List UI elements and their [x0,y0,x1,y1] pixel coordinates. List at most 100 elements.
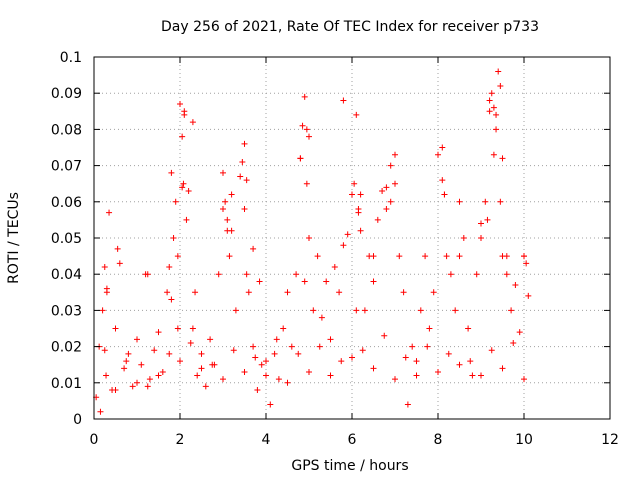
data-point [508,307,515,314]
data-point [344,231,351,238]
data-point [357,227,364,234]
data-point [237,173,244,180]
data-point [129,383,136,390]
data-point [116,260,123,267]
data-point [144,271,151,278]
data-point [370,278,377,285]
data-point [103,372,110,379]
data-point [112,325,119,332]
data-point [409,343,416,350]
data-point [155,329,162,336]
data-point [207,336,214,343]
data-point [151,347,158,354]
data-point [303,180,310,187]
data-point [243,271,250,278]
data-point [370,365,377,372]
data-point [271,350,278,357]
data-point [181,108,188,115]
data-point [252,354,259,361]
x-tick-label: 2 [176,432,185,448]
data-point [241,368,248,375]
data-point [381,332,388,339]
data-point [303,126,310,133]
data-point [400,289,407,296]
data-point [241,140,248,147]
data-point [497,82,504,89]
y-tick-label: 0.04 [51,267,82,283]
x-tick-label: 0 [90,432,99,448]
data-point [370,253,377,260]
y-tick-label: 0.08 [51,122,82,138]
data-point [439,177,446,184]
data-point [168,169,175,176]
data-point [521,253,527,260]
data-point [189,119,196,126]
data-point [495,68,502,75]
data-point [456,361,463,368]
data-point [306,235,312,241]
data-point [179,184,186,191]
data-point [473,271,480,278]
data-point [232,307,239,314]
x-tick-labels: 0 2 4 6 8 10 12 [90,432,619,448]
data-point [478,235,484,241]
axis-ticks [93,56,611,420]
data-point [353,307,360,314]
data-point [430,289,437,296]
data-point [331,263,338,270]
data-point [456,253,463,260]
data-point [484,216,491,223]
data-point [359,347,366,354]
data-point [159,368,166,375]
data-point [497,198,504,205]
data-point [392,180,398,187]
data-point [103,289,110,296]
data-point [327,372,334,379]
y-tick-label: 0.01 [51,376,82,392]
data-point [187,339,194,346]
data-point [209,361,216,368]
data-point [254,387,261,394]
data-point [443,253,450,260]
data-point [273,336,280,343]
data-point [516,329,523,336]
x-tick-label: 4 [262,432,271,448]
data-point [510,339,517,346]
data-point [192,289,199,296]
data-point [106,209,113,216]
data-point [288,343,295,350]
data-point [349,191,355,198]
data-point [170,235,177,241]
data-point [99,307,106,314]
data-point [166,263,173,270]
data-point [258,361,265,368]
y-tick-labels: 0 0.01 0.02 0.03 0.04 0.05 0.06 0.07 0.08 0.09 0.1 [51,50,82,428]
y-tick-label: 0.07 [51,159,82,175]
data-point [306,133,312,140]
data-point [486,97,493,104]
data-point [202,383,209,390]
data-point [101,347,108,354]
data-point [467,358,474,365]
data-point [310,307,317,314]
data-point [155,372,162,379]
data-point [250,343,257,350]
data-point [284,379,291,386]
data-point [226,253,233,260]
data-point [392,376,398,383]
data-point [424,343,431,350]
data-point [301,278,308,285]
y-tick-label: 0.09 [51,86,82,102]
chart-title: Day 256 of 2021, Rate Of TEC Index for r… [161,19,539,35]
data-point [383,206,390,213]
data-point [469,372,476,379]
data-point [299,122,306,129]
data-point [134,336,140,343]
data-point [493,111,500,118]
data-point [482,198,489,205]
data-point [503,271,510,278]
data-point [396,253,403,260]
data-point [297,155,304,162]
data-point [486,108,493,115]
